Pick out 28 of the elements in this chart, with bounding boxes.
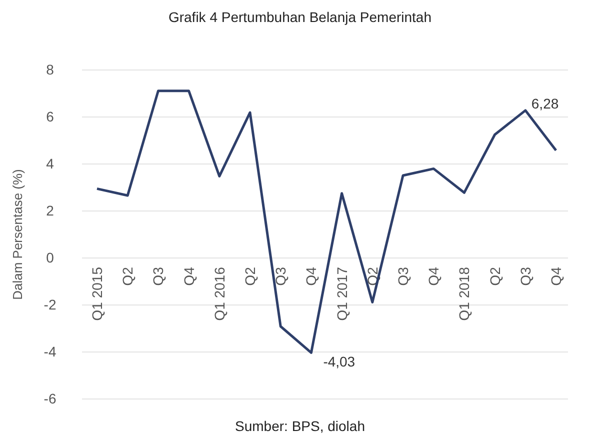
- y-tick-label: 2: [46, 202, 54, 218]
- x-tick-label: Q4: [426, 266, 442, 286]
- x-tick-label: Q3: [150, 266, 166, 286]
- y-tick-label: 8: [46, 61, 54, 78]
- data-label: 6,28: [531, 95, 559, 112]
- y-tick-label: 0: [46, 249, 54, 266]
- text: Sumber: BPS, diolah: [235, 418, 365, 434]
- y-tick-label: -6: [44, 390, 56, 406]
- chart-title: Grafik 4 Pertumbuhan Belanja Pemerintah: [168, 9, 432, 25]
- data-label: -4,03: [323, 354, 356, 370]
- x-tick-label: Q4: [548, 266, 564, 286]
- x-tick-label: Q1 2015: [89, 266, 105, 321]
- x-tick-label: Q3: [517, 266, 534, 286]
- y-tick-label: 6: [46, 108, 54, 124]
- x-tick-label: Q2: [120, 266, 136, 286]
- x-tick-label: Q1 2018: [456, 266, 472, 321]
- x-tick-label: Q3: [272, 266, 289, 286]
- x-tick-label: Q1 2016: [211, 266, 228, 321]
- y-tick-label: -2: [44, 296, 56, 312]
- x-tick-label: Q2: [242, 266, 258, 286]
- y-tick-label: 4: [46, 155, 54, 172]
- x-tick-label: Q4: [303, 266, 320, 286]
- y-axis-title: Dalam Persentase (%): [10, 169, 25, 300]
- x-tick-label: Q1 2017: [334, 266, 350, 321]
- x-tick-label: Q3: [395, 266, 411, 286]
- x-tick-label: Q4: [180, 266, 197, 286]
- x-tick-label: Q2: [486, 266, 503, 286]
- y-tick-label: -4: [44, 343, 56, 360]
